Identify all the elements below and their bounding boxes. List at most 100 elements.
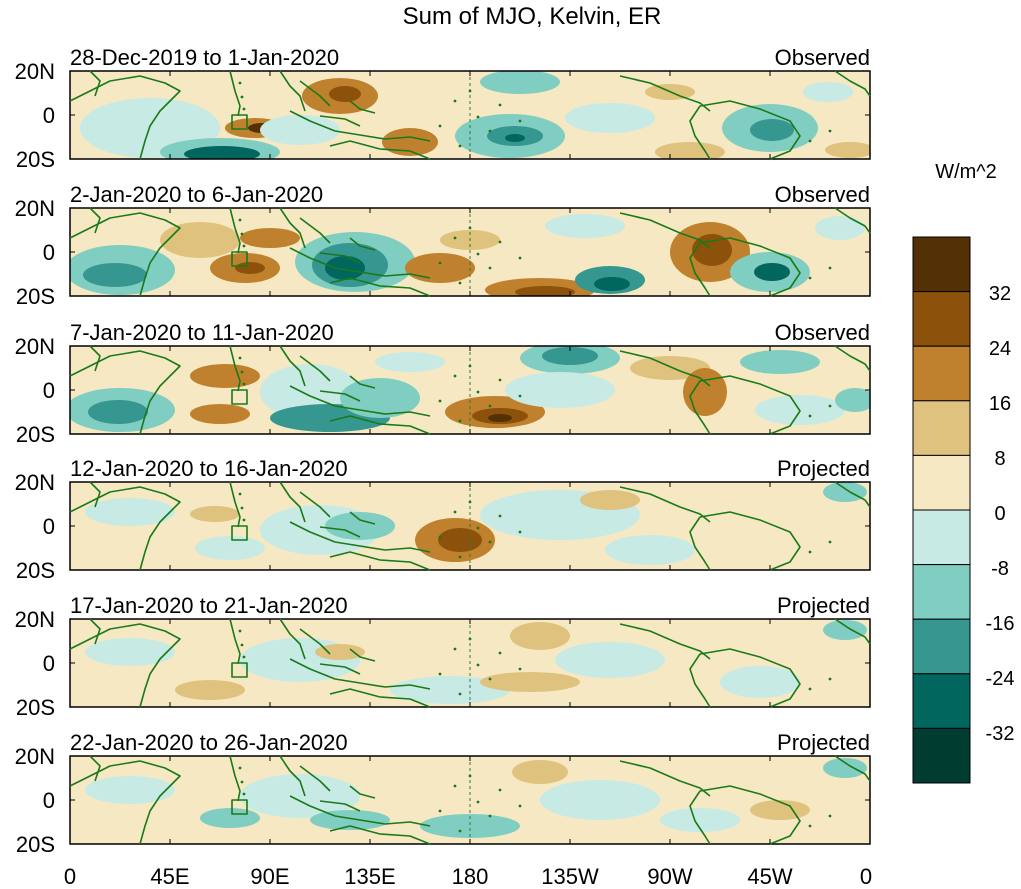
- island-dot: [458, 281, 462, 285]
- colorbar-swatches: [912, 236, 971, 784]
- coastline-path: [229, 207, 241, 254]
- island-dot: [458, 419, 462, 423]
- colorbar-level-label: 16: [989, 393, 1011, 415]
- island-dot: [488, 404, 492, 408]
- coastline-path: [349, 237, 376, 251]
- lat-tick-label: 20S: [16, 422, 55, 447]
- panel-period-label: 2-Jan-2020 to 6-Jan-2020: [70, 182, 323, 207]
- island-dot: [453, 510, 457, 514]
- island-dot: [242, 382, 246, 386]
- island-dot: [518, 530, 522, 534]
- colorbar-swatch: [912, 454, 971, 511]
- island-dot: [238, 81, 242, 85]
- coastline-path: [349, 785, 376, 799]
- colorbar-level-label: 32: [989, 283, 1011, 305]
- panel-period-label: 22-Jan-2020 to 26-Jan-2020: [70, 730, 348, 755]
- coastline-path: [89, 755, 101, 782]
- island-dot: [476, 390, 480, 394]
- colorbar-swatch: [912, 618, 971, 675]
- colorbar-unit-label: W/m^2: [935, 161, 997, 183]
- coastline-path: [699, 785, 801, 845]
- coastline-path: [289, 110, 431, 142]
- coastline-path: [89, 70, 101, 97]
- lon-tick-label: 180: [452, 864, 489, 889]
- island-dot: [240, 643, 244, 647]
- island-dot: [828, 266, 832, 270]
- island-dot: [808, 276, 812, 280]
- panel-status-label: Observed: [775, 45, 870, 70]
- coastline-path: [299, 80, 331, 107]
- island-dot: [488, 129, 492, 133]
- coastline-path: [229, 70, 241, 117]
- island-dot: [488, 677, 492, 681]
- coastline-path: [329, 688, 431, 708]
- coastline-path: [699, 375, 801, 435]
- coastline-path: [319, 663, 361, 675]
- lat-tick-label: 20N: [15, 744, 55, 769]
- island-dot: [518, 256, 522, 260]
- colorbar-swatch: [912, 564, 971, 620]
- coastline-path: [349, 375, 376, 389]
- coastline-path: [689, 242, 711, 297]
- coastline-path: [231, 114, 248, 130]
- colorbar-swatch: [912, 291, 971, 347]
- island-dot: [476, 252, 480, 256]
- map-overlays: [69, 70, 871, 845]
- lat-tick-label: 20S: [16, 558, 55, 583]
- island-dot: [498, 378, 502, 382]
- coastline-path: [349, 648, 376, 662]
- island-dot: [488, 540, 492, 544]
- lat-tick-label: 0: [43, 651, 55, 676]
- island-dot: [453, 784, 457, 788]
- island-dot: [453, 236, 457, 240]
- coastline-path: [329, 415, 431, 435]
- coastline-path: [329, 825, 431, 845]
- island-dot: [498, 651, 502, 655]
- island-dot: [242, 655, 246, 659]
- map-panel-2: [69, 207, 871, 297]
- coastline-path: [89, 207, 101, 234]
- island-dot: [453, 374, 457, 378]
- island-dot: [438, 672, 442, 676]
- anomaly-field: [70, 71, 870, 159]
- island-dot: [518, 119, 522, 123]
- coastline-path: [329, 551, 431, 571]
- island-dot: [458, 829, 462, 833]
- island-dot: [240, 780, 244, 784]
- colorbar-swatch: [912, 727, 971, 784]
- island-dot: [808, 550, 812, 554]
- coastline-path: [69, 486, 181, 571]
- island-dot: [518, 394, 522, 398]
- colorbar-level-label: 24: [989, 338, 1011, 360]
- coastline-path: [689, 653, 711, 708]
- coastline-path: [279, 70, 306, 112]
- coastline-path: [231, 251, 248, 267]
- panel-period-label: 17-Jan-2020 to 21-Jan-2020: [70, 593, 348, 618]
- island-dot: [242, 244, 246, 248]
- coastline-path: [89, 345, 101, 372]
- island-dot: [240, 370, 244, 374]
- coastline-path: [69, 623, 181, 708]
- lat-tick-label: 20N: [15, 196, 55, 221]
- coastline-path: [299, 217, 331, 244]
- lon-tick-label: 135W: [541, 864, 599, 889]
- chart-title: Sum of MJO, Kelvin, ER: [403, 3, 662, 30]
- longitude-axis: 0 45E 90E 135E 180 135W 90W 45W 0: [64, 864, 872, 889]
- lon-tick-label: 135E: [344, 864, 395, 889]
- lon-tick-label: 0: [860, 864, 872, 889]
- coastline-path: [299, 765, 331, 792]
- coastline-path: [689, 516, 711, 571]
- anomaly-field: [70, 208, 870, 296]
- coastline-path: [289, 385, 431, 417]
- island-dot: [238, 766, 242, 770]
- island-dot: [438, 261, 442, 265]
- coastline-path: [299, 355, 331, 382]
- coastline-path: [689, 380, 711, 435]
- coastline-path: [319, 800, 361, 812]
- island-dot: [242, 107, 246, 111]
- coastline-path: [289, 247, 431, 279]
- island-dot: [828, 129, 832, 133]
- island-dot: [240, 95, 244, 99]
- panel-status-label: Observed: [775, 320, 870, 345]
- lat-tick-label: 20S: [16, 284, 55, 309]
